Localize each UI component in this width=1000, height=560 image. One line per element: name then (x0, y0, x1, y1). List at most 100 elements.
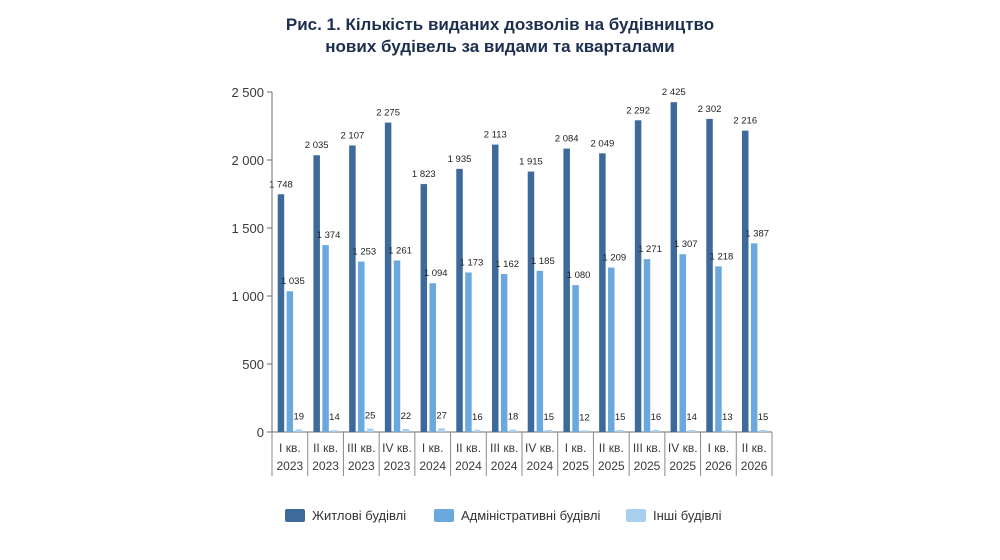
bar-0-9 (599, 153, 606, 432)
x-tick-label-quarter: IV кв. (382, 441, 412, 455)
data-label: 1 173 (460, 257, 484, 268)
x-tick-label-quarter: I кв. (422, 441, 444, 455)
x-tick-label-year: 2025 (634, 459, 661, 473)
data-label: 1 162 (495, 259, 519, 270)
legend-label: Інші будівлі (653, 508, 722, 523)
data-label: 2 425 (662, 87, 686, 98)
bar-0-6 (491, 144, 499, 432)
data-label: 2 084 (555, 134, 579, 145)
data-label: 1 094 (424, 268, 448, 279)
data-label: 1 253 (352, 247, 376, 258)
chart-title-line-1: Рис. 1. Кількість виданих дозволів на бу… (285, 15, 715, 34)
y-tick-label: 1 000 (231, 289, 264, 304)
bar-2-13 (759, 429, 767, 432)
bar-1-9 (608, 267, 615, 432)
bar-1-11 (679, 254, 686, 432)
data-label: 19 (293, 411, 304, 422)
bar-0-13 (741, 130, 749, 432)
x-tick-label-year: 2025 (598, 459, 625, 473)
data-label: 1 307 (674, 239, 698, 250)
data-label: 1 915 (519, 157, 543, 168)
data-label: 1 823 (412, 169, 436, 180)
x-tick-label-year: 2023 (348, 459, 375, 473)
bar-2-9 (616, 429, 624, 432)
bar-1-8 (572, 285, 579, 432)
bar-0-11 (670, 102, 678, 432)
x-tick-label-quarter: III кв. (347, 441, 375, 455)
data-label: 15 (615, 412, 626, 423)
data-label: 1 035 (281, 276, 305, 287)
bar-2-10 (652, 429, 660, 432)
bar-1-10 (643, 259, 651, 432)
data-label: 1 209 (602, 253, 626, 264)
data-label: 2 035 (305, 140, 329, 151)
data-label: 22 (401, 411, 412, 422)
y-tick-label: 1 500 (231, 221, 264, 236)
data-label: 16 (472, 412, 483, 423)
bar-0-10 (634, 120, 642, 433)
data-label: 2 049 (590, 138, 614, 149)
x-tick-label-year: 2026 (741, 459, 768, 473)
x-tick-label-quarter: II кв. (313, 441, 338, 455)
bar-2-3 (402, 429, 410, 432)
x-tick-label-quarter: II кв. (456, 441, 481, 455)
x-tick-label-quarter: IV кв. (668, 441, 698, 455)
x-tick-label-year: 2024 (455, 459, 482, 473)
x-tick-label-year: 2025 (669, 459, 696, 473)
x-tick-label-year: 2024 (527, 459, 554, 473)
data-label: 1 080 (567, 270, 591, 281)
data-label: 16 (651, 412, 662, 423)
legend-label: Житлові будівлі (312, 508, 406, 523)
bar-0-5 (456, 168, 463, 432)
y-tick-label: 0 (257, 425, 264, 440)
x-tick-label-quarter: II кв. (742, 441, 767, 455)
x-tick-label-quarter: III кв. (633, 441, 661, 455)
x-tick-label-year: 2024 (419, 459, 446, 473)
bar-2-0 (295, 429, 303, 432)
bar-0-7 (527, 171, 535, 432)
data-label: 12 (579, 412, 590, 423)
x-tick-label-year: 2023 (277, 459, 304, 473)
data-label: 1 935 (448, 154, 472, 165)
bar-1-12 (715, 266, 722, 432)
data-label: 13 (722, 412, 733, 423)
bar-0-1 (313, 155, 320, 433)
bar-1-4 (429, 283, 436, 432)
bar-2-8 (581, 430, 588, 432)
bar-2-5 (474, 429, 481, 432)
data-label: 2 292 (626, 105, 650, 116)
bar-1-7 (536, 270, 544, 432)
bar-1-13 (750, 243, 758, 432)
data-label: 15 (543, 412, 554, 423)
bar-0-0 (277, 194, 285, 432)
x-tick-label-year: 2023 (384, 459, 411, 473)
bar-1-6 (500, 273, 508, 432)
data-label: 2 107 (340, 130, 364, 141)
bar-1-5 (465, 272, 472, 432)
bar-1-2 (358, 261, 365, 432)
bar-1-3 (393, 260, 401, 432)
bar-0-4 (420, 184, 428, 432)
data-label: 1 374 (317, 230, 341, 241)
bar-2-12 (724, 430, 731, 432)
data-label: 2 302 (698, 104, 722, 115)
data-label: 2 275 (376, 108, 400, 119)
bar-2-2 (366, 428, 374, 432)
data-label: 15 (758, 412, 769, 423)
data-label: 14 (329, 412, 340, 423)
y-tick-label: 500 (242, 357, 264, 372)
data-label: 14 (686, 412, 697, 423)
data-label: 1 271 (638, 244, 662, 255)
x-tick-label-year: 2025 (562, 459, 589, 473)
bar-2-4 (438, 428, 445, 432)
data-label: 1 261 (388, 246, 412, 257)
bar-0-2 (349, 145, 356, 432)
bar-2-11 (688, 430, 695, 432)
bar-2-7 (545, 429, 553, 432)
legend-swatch (626, 509, 646, 522)
data-label: 27 (436, 410, 447, 421)
bar-1-1 (322, 245, 329, 432)
legend-label: Адміністративні будівлі (461, 508, 600, 523)
